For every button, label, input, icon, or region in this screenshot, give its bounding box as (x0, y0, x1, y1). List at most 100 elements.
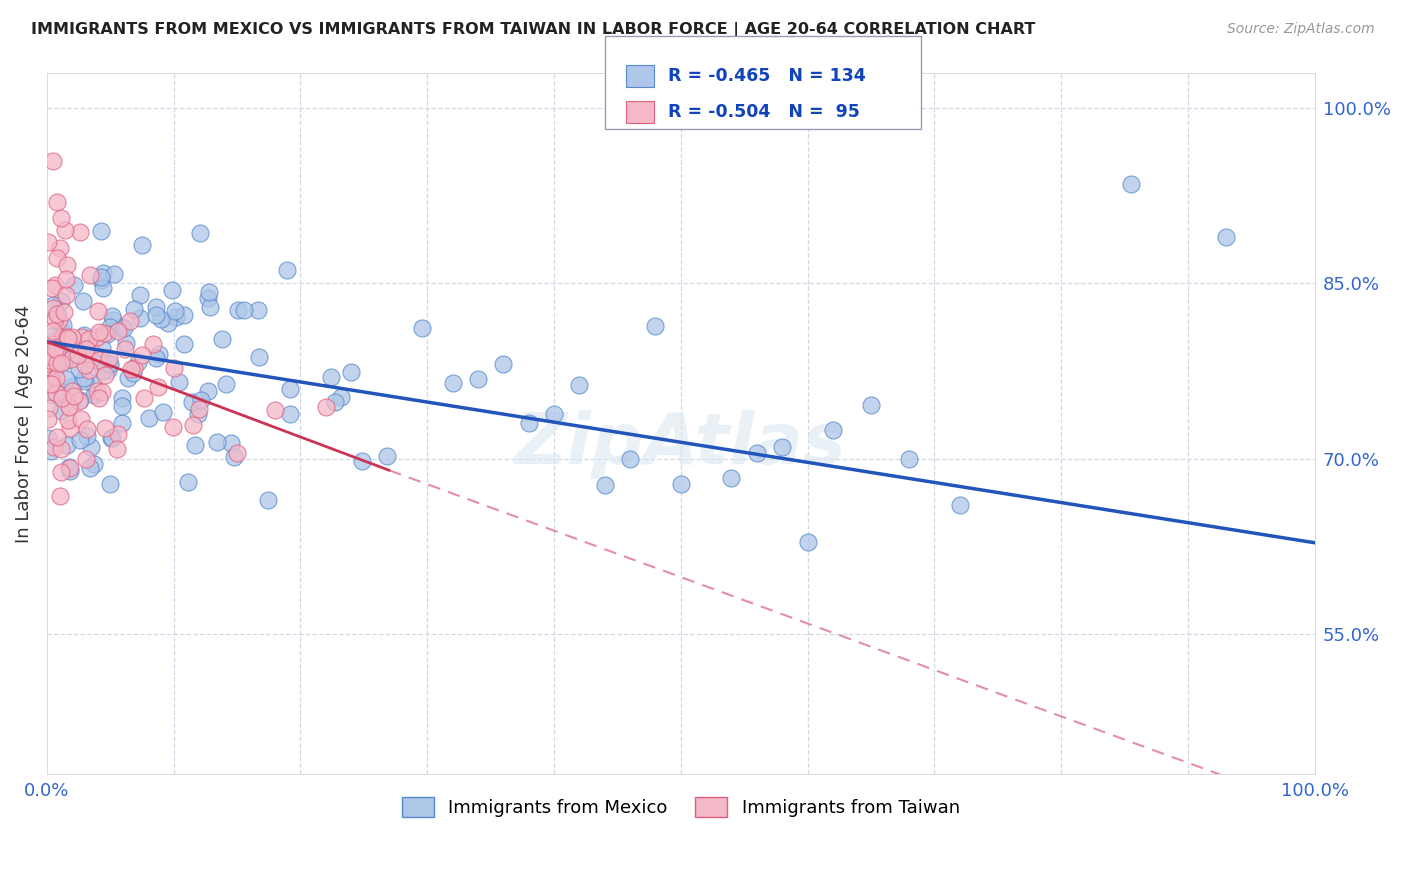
Point (56, 330, 79, 344)
Point (152, 405, 174, 419)
Point (87, 304, 110, 318)
Point (41, 297, 63, 311)
Point (76, 429, 98, 443)
Point (51, 391, 73, 405)
Point (49, 465, 72, 479)
Point (89, 353, 111, 368)
Point (796, 534, 818, 549)
Point (720, 471, 742, 485)
Point (107, 427, 129, 442)
Point (58, 400, 80, 414)
Point (44, 278, 66, 293)
Point (67, 362, 90, 376)
Point (46, 430, 69, 444)
Point (197, 384, 219, 398)
Point (39, 329, 62, 343)
Point (122, 302, 145, 317)
Point (278, 407, 301, 421)
Point (58, 460, 80, 475)
Point (233, 303, 256, 318)
Point (325, 395, 347, 409)
Point (132, 392, 155, 406)
Point (51, 324, 73, 338)
Point (46, 251, 69, 265)
Point (56, 258, 79, 272)
Point (315, 400, 337, 414)
Point (226, 446, 249, 460)
Point (59, 421, 82, 435)
Point (94, 368, 117, 382)
Point (188, 402, 211, 417)
Point (205, 434, 228, 449)
Point (89, 391, 111, 405)
Point (79, 268, 101, 282)
Point (53, 305, 76, 319)
Point (67, 394, 90, 409)
Text: R = -0.465   N = 134: R = -0.465 N = 134 (668, 67, 866, 85)
Point (45, 306, 67, 320)
Point (173, 308, 195, 322)
Point (111, 392, 134, 406)
Point (90, 273, 112, 287)
Point (86, 330, 108, 344)
Point (91, 280, 114, 294)
Point (117, 371, 139, 385)
Point (146, 380, 169, 394)
Point (211, 332, 233, 346)
Point (859, 398, 882, 412)
Point (45, 386, 67, 401)
Point (190, 392, 212, 407)
Point (111, 320, 134, 334)
Point (97, 351, 120, 365)
Point (101, 313, 124, 327)
Point (45, 371, 67, 385)
Point (75, 343, 97, 357)
Point (187, 407, 209, 421)
Point (90, 270, 112, 285)
Point (79, 341, 101, 355)
Point (82, 376, 104, 391)
Point (165, 310, 187, 325)
Point (118, 314, 141, 328)
Point (59, 464, 82, 478)
Point (49, 211, 72, 226)
Point (122, 366, 145, 380)
Point (49, 334, 72, 348)
Point (593, 477, 616, 491)
Point (49, 442, 72, 456)
Point (949, 498, 972, 512)
Point (897, 452, 920, 467)
Point (67, 348, 90, 362)
Text: IMMIGRANTS FROM MEXICO VS IMMIGRANTS FROM TAIWAN IN LABOR FORCE | AGE 20-64 CORR: IMMIGRANTS FROM MEXICO VS IMMIGRANTS FRO… (31, 22, 1035, 38)
Point (39, 359, 62, 374)
Point (56, 331, 79, 345)
Point (41, 280, 63, 294)
Point (41, 375, 63, 389)
Point (340, 365, 363, 379)
Point (39, 376, 62, 391)
Point (167, 375, 190, 389)
Point (411, 320, 433, 334)
Point (69, 411, 91, 425)
Point (96, 326, 118, 341)
Point (100, 309, 122, 323)
Text: ZipAtlas: ZipAtlas (515, 410, 846, 479)
Point (276, 262, 298, 277)
Point (91, 385, 114, 400)
Point (131, 238, 153, 252)
Point (247, 303, 270, 318)
Point (55, 346, 77, 360)
Point (101, 432, 124, 446)
Point (215, 377, 238, 392)
Point (44, 364, 66, 378)
Point (103, 267, 125, 281)
Point (46, 194, 69, 209)
Point (58, 399, 80, 413)
Point (39, 377, 62, 392)
Point (41, 354, 63, 368)
Point (176, 475, 198, 489)
Point (770, 440, 793, 454)
Point (69, 433, 91, 447)
Point (37, 235, 59, 250)
Point (72, 293, 94, 308)
